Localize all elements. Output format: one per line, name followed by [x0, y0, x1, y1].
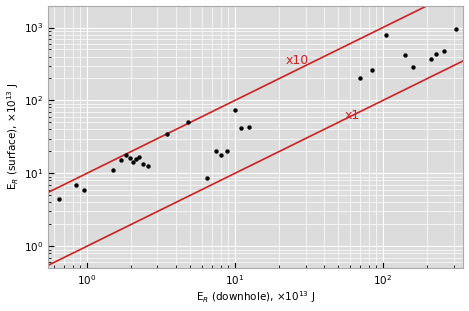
Point — [245, 125, 253, 130]
Point — [401, 53, 408, 58]
Point — [109, 168, 117, 173]
Point — [117, 158, 125, 163]
Point — [184, 120, 191, 125]
Point — [409, 64, 417, 69]
Point — [369, 68, 376, 73]
Point — [80, 187, 87, 192]
Point — [73, 182, 80, 187]
Point — [55, 196, 63, 201]
Point — [204, 176, 211, 181]
Point — [123, 152, 130, 157]
Point — [440, 48, 448, 53]
Point — [452, 27, 460, 32]
Point — [231, 107, 239, 112]
Point — [237, 125, 245, 130]
Text: x1: x1 — [344, 109, 360, 122]
Point — [164, 131, 171, 136]
Point — [139, 161, 147, 166]
Point — [132, 157, 140, 162]
Text: x10: x10 — [286, 53, 309, 67]
Point — [126, 156, 134, 161]
Point — [212, 149, 220, 154]
X-axis label: E$_R$ (downhole), ×10$^{13}$ J: E$_R$ (downhole), ×10$^{13}$ J — [197, 290, 316, 305]
Point — [217, 152, 224, 157]
Point — [427, 57, 434, 62]
Point — [135, 154, 143, 159]
Point — [433, 51, 440, 56]
Y-axis label: E$_R$ (surface), ×10$^{13}$ J: E$_R$ (surface), ×10$^{13}$ J — [6, 83, 22, 190]
Point — [144, 164, 152, 169]
Point — [129, 159, 137, 164]
Point — [382, 32, 390, 37]
Point — [356, 76, 364, 81]
Point — [223, 149, 230, 154]
